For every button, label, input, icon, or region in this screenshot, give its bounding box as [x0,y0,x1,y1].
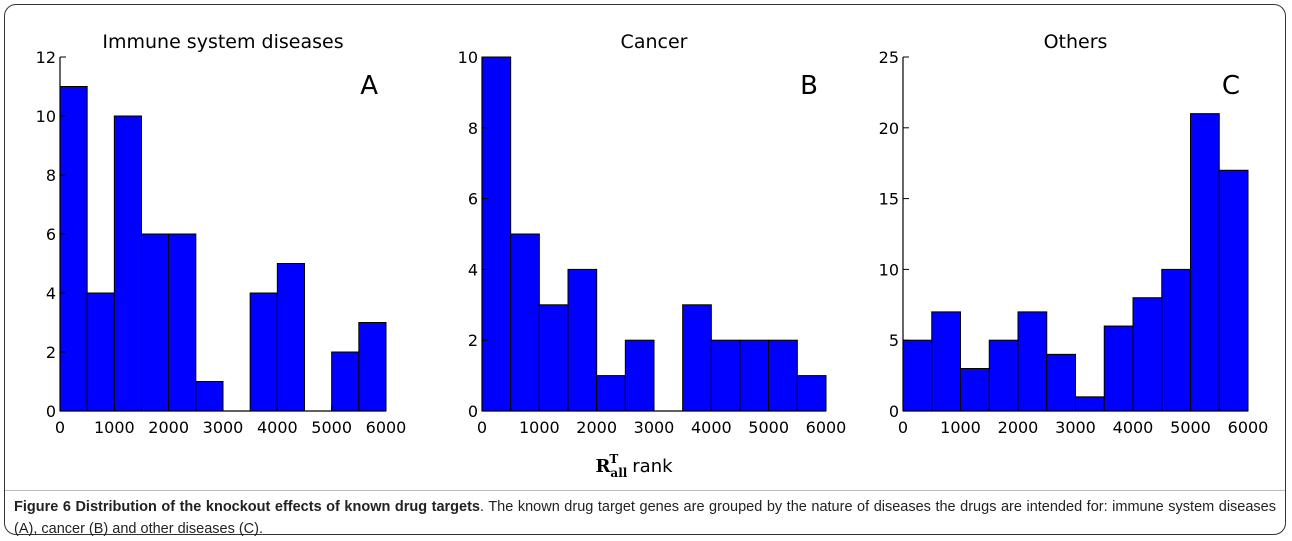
y-tick-label: 0 [46,402,56,421]
bar [988,339,1019,412]
y-tick-label: 10 [458,48,478,67]
x-tick-label: 4000 [1113,418,1154,437]
charts: RallT rank Immune system diseases A 0 2 4 6 8 10… [36,31,1269,480]
caption-title: Figure 6 Distribution of the knockout ef… [14,499,480,515]
bar [624,339,655,412]
y-tick-label: 6 [468,190,478,209]
y-tick-label: 12 [36,48,56,67]
bar [1075,396,1105,412]
divider [5,490,1285,491]
y-tick-label: 4 [468,260,478,279]
bar [739,339,770,412]
bar [59,86,88,412]
y-tick-label: 4 [46,284,56,303]
y-tick-label: 0 [468,402,478,421]
x-tick-label: 0 [898,418,908,437]
x-label-sub: all [610,466,627,480]
x-label-base: R [595,456,611,477]
chart-title: Others [1044,31,1108,53]
bar [1161,268,1191,412]
bar [168,233,197,412]
y-tick-label: 10 [879,260,899,279]
x-tick-label: 2000 [998,418,1039,437]
bar [1046,353,1076,412]
x-axis-label: RallT rank [595,452,673,480]
bar [768,339,798,412]
x-tick-label: 2000 [576,418,617,437]
bar [710,339,741,412]
bar [113,115,143,412]
x-tick-label: 6000 [1228,418,1269,437]
x-tick-label: 5000 [748,418,789,437]
x-tick-label: 4000 [691,418,732,437]
bar [596,375,626,412]
panel-label: A [360,71,378,101]
x-tick-label: 3000 [1055,418,1096,437]
bar [1190,113,1220,412]
bar [960,368,990,412]
bar [538,304,569,412]
x-tick-label: 1000 [519,418,560,437]
y-tick-label: 10 [36,107,56,126]
y-tick-label: 2 [468,331,478,350]
y-tick-label: 5 [889,331,899,350]
bar [1017,311,1048,412]
bar [902,339,933,412]
bar [1218,169,1249,412]
x-label-rest: rank [632,456,673,477]
bar [1103,325,1134,412]
x-tick-label: 5000 [1170,418,1211,437]
x-tick-label: 1000 [940,418,981,437]
chart-title: Cancer [621,31,688,53]
x-tick-label: 0 [55,418,65,437]
y-tick-label: 20 [879,119,899,138]
y-tick-label: 25 [879,48,899,67]
bar [682,304,712,412]
x-label-sup: T [609,452,618,466]
y-tick-label: 15 [879,190,899,209]
bar [358,322,387,412]
bar [276,263,306,412]
bar [1132,297,1163,412]
y-tick-label: 8 [468,119,478,138]
x-tick-label: 0 [477,418,487,437]
y-tick-label: 2 [46,343,56,362]
x-tick-label: 3000 [203,418,244,437]
y-tick-label: 0 [889,402,899,421]
caption: Figure 6 Distribution of the knockout ef… [14,496,1276,540]
bar [86,292,115,412]
x-tick-label: 4000 [257,418,298,437]
bar [567,268,598,412]
bar [141,233,170,412]
panel-label: C [1222,71,1240,101]
x-tick-label: 2000 [148,418,189,437]
x-tick-label: 5000 [311,418,352,437]
y-tick-label: 8 [46,166,56,185]
x-tick-label: 1000 [94,418,135,437]
x-tick-label: 6000 [806,418,847,437]
panel-label: B [800,71,818,101]
bar [195,381,224,412]
chart-title: Immune system diseases [102,31,343,53]
x-tick-label: 6000 [366,418,407,437]
bar [481,56,512,412]
bar [331,351,360,412]
caption-text: . The known drug target genes are groupe… [14,499,1276,537]
bar [796,375,827,412]
y-tick-label: 6 [46,225,56,244]
figure-frame [4,4,1286,535]
bar [931,311,961,412]
bar [510,233,540,412]
x-tick-label: 3000 [634,418,675,437]
bar [249,292,278,412]
